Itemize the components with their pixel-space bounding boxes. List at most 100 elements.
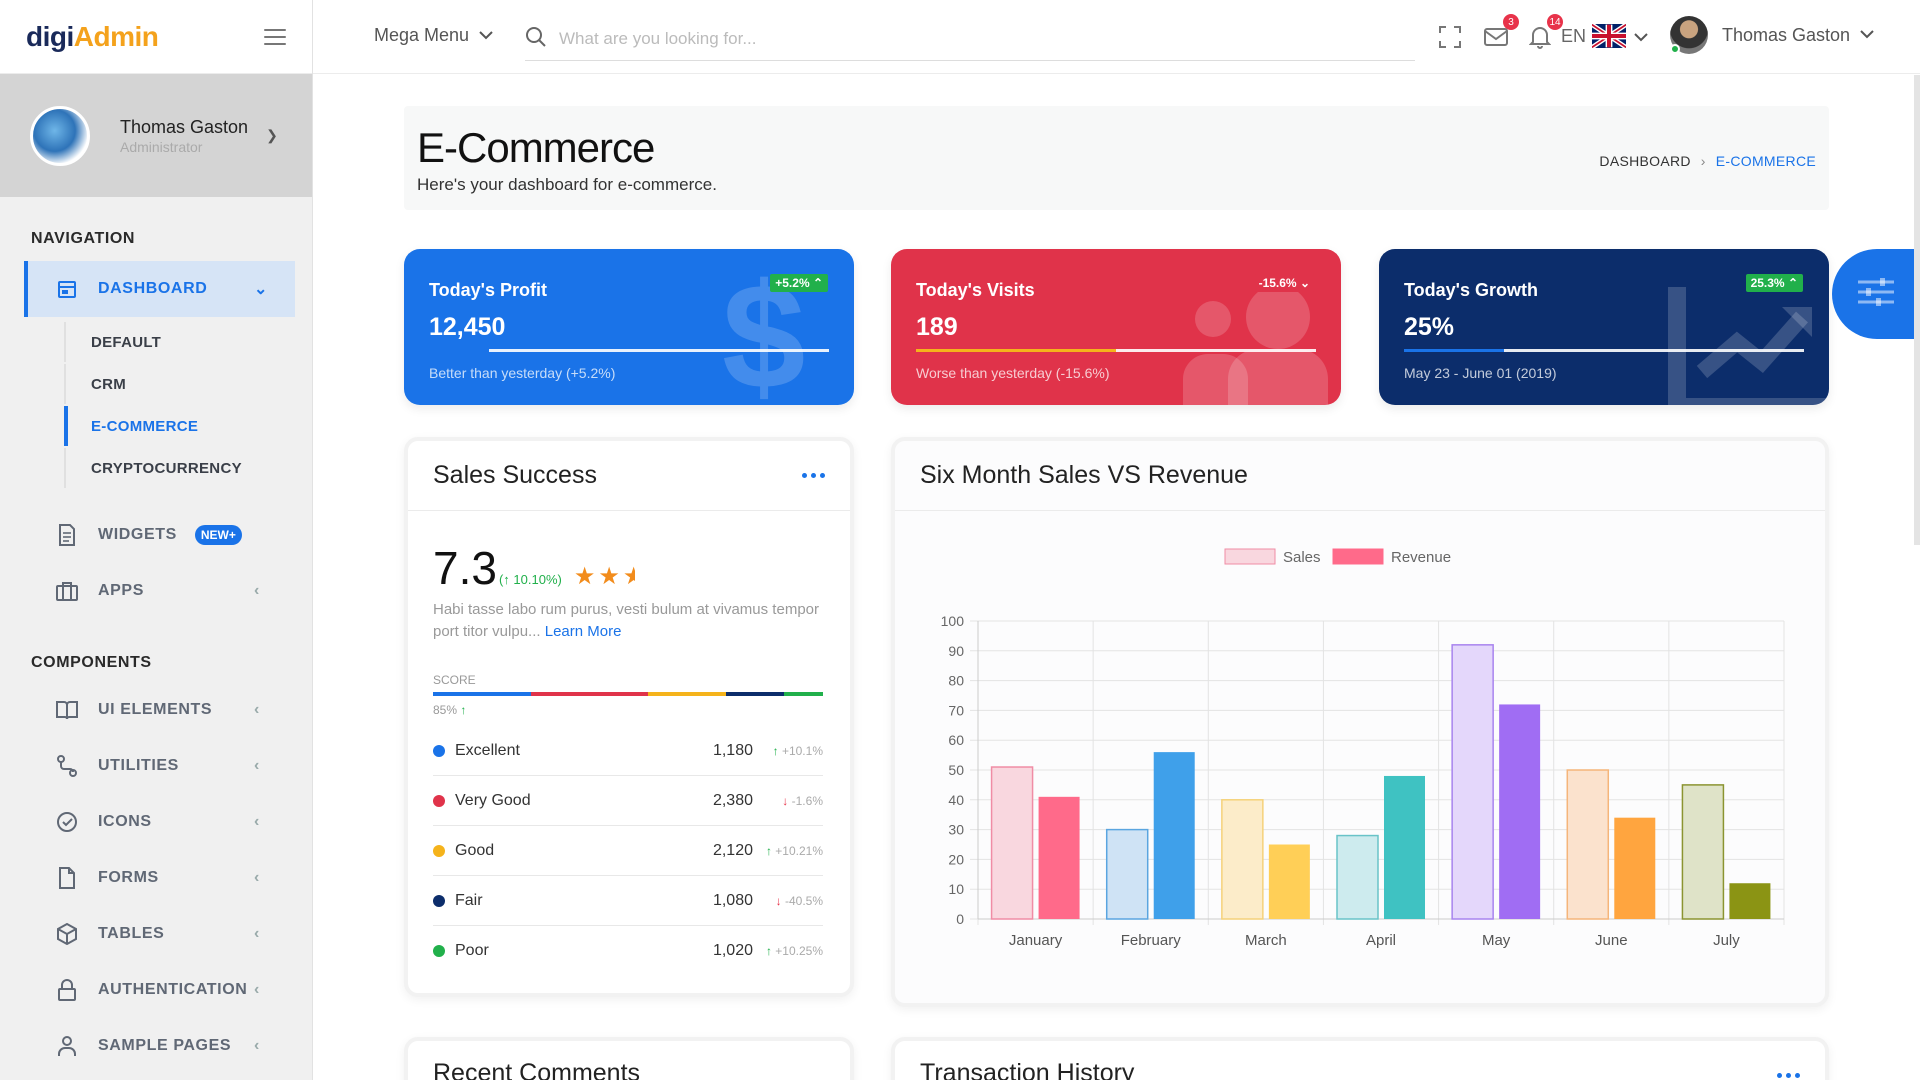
stat-change-chip: +5.2% ⌃ bbox=[770, 274, 828, 292]
sidebar-item-sample-pages[interactable]: SAMPLE PAGES ‹ bbox=[0, 1018, 313, 1074]
bar-revenue bbox=[1268, 844, 1310, 919]
bar-sales bbox=[1451, 644, 1494, 920]
sidebar-item-label: UTILITIES bbox=[98, 757, 179, 774]
bar-revenue bbox=[1384, 775, 1425, 919]
chevron-down-icon[interactable]: ❯ bbox=[266, 127, 278, 143]
score-row-label: Poor bbox=[455, 942, 489, 959]
score-bar-segment bbox=[647, 692, 726, 696]
mail-count-badge: 3 bbox=[1503, 14, 1519, 30]
user-menu[interactable]: Thomas Gaston bbox=[1670, 16, 1874, 54]
bell-icon[interactable]: 14 bbox=[1527, 14, 1563, 50]
status-dot bbox=[433, 894, 445, 907]
score-row-value: 2,120 bbox=[712, 841, 753, 859]
sidebar-item-forms[interactable]: FORMS ‹ bbox=[0, 850, 313, 906]
stat-title: Today's Visits bbox=[916, 280, 1035, 300]
sidebar-item-ui-elements[interactable]: UI ELEMENTS ‹ bbox=[0, 682, 313, 738]
bar-sales bbox=[990, 766, 1034, 920]
cube-icon bbox=[56, 923, 78, 945]
page-header: E-Commerce Here's your dashboard for e-c… bbox=[404, 106, 1829, 210]
legend-label: Revenue bbox=[1391, 549, 1451, 566]
rating-value: 7.3 bbox=[433, 542, 497, 594]
stat-value: 189 bbox=[916, 313, 958, 341]
language-selector[interactable]: EN bbox=[1561, 24, 1648, 48]
card-title: Sales Success bbox=[433, 461, 597, 489]
score-row-change: ↑ +10.21% bbox=[765, 843, 823, 858]
sidebar-subitem-ecommerce[interactable]: E-COMMERCE bbox=[64, 406, 304, 446]
chevron-down-icon bbox=[1634, 26, 1648, 47]
sidebar-subitem-default[interactable]: DEFAULT bbox=[64, 322, 304, 362]
arrow-up-icon: ↑ bbox=[772, 743, 779, 758]
settings-sliders-button[interactable] bbox=[1832, 249, 1920, 339]
page-title: E-Commerce bbox=[417, 124, 655, 171]
stat-progress-fill bbox=[429, 349, 489, 352]
chevron-right-icon: › bbox=[1700, 153, 1706, 169]
score-row-value: 1,020 bbox=[712, 942, 753, 959]
sidebar-item-tables[interactable]: TABLES ‹ bbox=[0, 906, 313, 962]
y-tick-label: 40 bbox=[948, 792, 964, 808]
sidebar-item-apps[interactable]: APPS ‹ bbox=[0, 563, 313, 619]
legend-swatch bbox=[1224, 548, 1276, 565]
avatar bbox=[30, 105, 90, 166]
more-options-icon[interactable] bbox=[802, 473, 825, 478]
x-tick-label: June bbox=[1595, 932, 1628, 949]
fullscreen-icon[interactable] bbox=[1437, 24, 1463, 50]
briefcase-icon bbox=[56, 580, 78, 602]
card-title: Recent Comments bbox=[433, 1059, 641, 1080]
mail-icon[interactable]: 3 bbox=[1483, 14, 1519, 50]
score-row: Fair 1,080 ↓ -40.5% bbox=[433, 876, 823, 926]
bar-sales bbox=[1336, 834, 1379, 920]
score-row-label: Very Good bbox=[455, 791, 531, 809]
calendar-icon bbox=[56, 278, 78, 300]
profile-panel[interactable]: Thomas Gaston Administrator ❯ bbox=[0, 74, 312, 197]
score-row-change: ↑ +10.25% bbox=[765, 944, 823, 958]
profile-info: Thomas Gaston Administrator bbox=[120, 117, 248, 155]
chevron-left-icon: ‹ bbox=[254, 757, 260, 774]
recent-comments-card: Recent Comments bbox=[404, 1037, 854, 1080]
card-description: Habi tasse labo rum purus, vesti bulum a… bbox=[433, 601, 819, 640]
book-icon bbox=[56, 699, 78, 721]
learn-more-link[interactable]: Learn More bbox=[544, 623, 622, 640]
user-name: Thomas Gaston bbox=[1722, 24, 1851, 45]
menu-toggle-icon[interactable] bbox=[264, 28, 286, 45]
status-dot bbox=[433, 945, 445, 957]
score-bar-segment bbox=[725, 692, 784, 696]
mega-menu-button[interactable]: Mega Menu bbox=[374, 25, 493, 46]
x-tick-label: February bbox=[1121, 932, 1182, 949]
more-options-icon[interactable] bbox=[1777, 1073, 1800, 1078]
sidebar-item-icons[interactable]: ICONS ‹ bbox=[0, 794, 313, 850]
sidebar-subitem-cryptocurrency[interactable]: CRYPTOCURRENCY bbox=[64, 448, 304, 488]
sidebar-item-label: FORMS bbox=[98, 869, 159, 886]
brand-logo[interactable]: digiAdmin bbox=[26, 20, 159, 53]
sidebar-item-label: APPS bbox=[98, 582, 144, 599]
score-bar-segment bbox=[530, 692, 648, 696]
sidebar-item-utilities[interactable]: UTILITIES ‹ bbox=[0, 738, 313, 794]
brand-logo-part2: Admin bbox=[73, 20, 159, 52]
stat-progress-bar bbox=[429, 349, 829, 352]
score-percent: 85% ↑ bbox=[433, 703, 467, 717]
scrollbar-thumb[interactable] bbox=[1914, 75, 1920, 545]
breadcrumb-home[interactable]: DASHBOARD bbox=[1599, 153, 1691, 169]
stat-progress-bar bbox=[1404, 349, 1804, 352]
sidebar-subitem-crm[interactable]: CRM bbox=[64, 364, 304, 404]
y-tick-label: 0 bbox=[956, 911, 964, 927]
stat-note: May 23 - June 01 (2019) bbox=[1404, 365, 1557, 381]
sidebar-item-widgets[interactable]: WIDGETS NEW+ bbox=[0, 507, 313, 563]
y-tick-label: 90 bbox=[948, 643, 964, 659]
sidebar-item-dashboard[interactable]: DASHBOARD ⌄ bbox=[24, 261, 295, 317]
sidebar-item-label: AUTHENTICATION bbox=[98, 981, 248, 998]
language-code: EN bbox=[1561, 25, 1587, 46]
y-tick-label: 10 bbox=[948, 881, 964, 897]
chevron-left-icon: ‹ bbox=[254, 1037, 260, 1054]
search-bar bbox=[525, 18, 1415, 61]
stat-title: Today's Profit bbox=[429, 280, 547, 300]
legend-label: Sales bbox=[1283, 549, 1321, 566]
chevron-down-icon: ⌄ bbox=[254, 281, 269, 298]
arrow-down-icon: ↓ bbox=[782, 793, 789, 808]
sidebar-item-label: ICONS bbox=[98, 813, 152, 830]
bar-sales bbox=[1566, 769, 1610, 920]
search-input[interactable] bbox=[559, 29, 1379, 49]
sidebar-item-authentication[interactable]: AUTHENTICATION ‹ bbox=[0, 962, 313, 1018]
score-row-label: Good bbox=[455, 841, 495, 859]
score-row-change: ↓ -1.6% bbox=[782, 793, 823, 808]
search-icon[interactable] bbox=[525, 26, 547, 53]
